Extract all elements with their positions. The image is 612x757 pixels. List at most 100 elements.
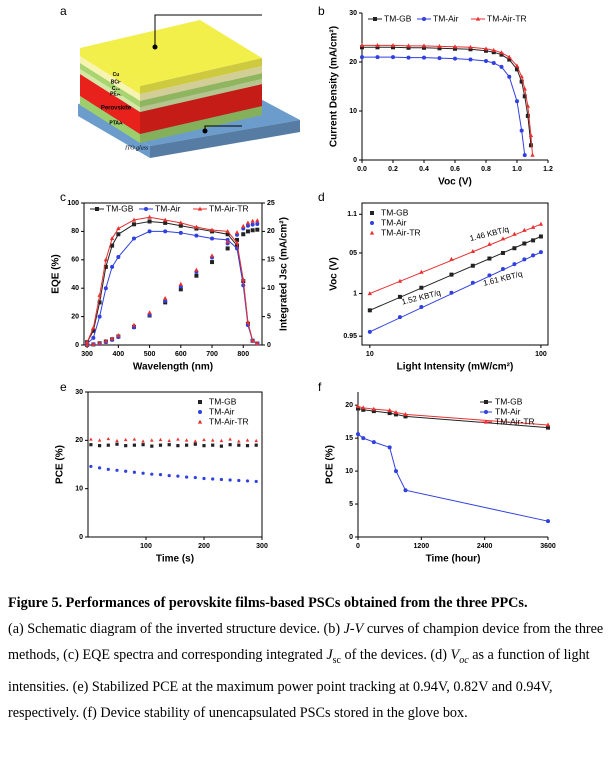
marker <box>184 438 189 442</box>
y-tick-label: 0.95 <box>343 333 357 340</box>
legend-label: TM-GB <box>381 207 409 217</box>
marker <box>97 300 102 305</box>
marker <box>421 43 427 48</box>
y-tick-label: 1 <box>353 290 357 297</box>
layer-shade <box>150 120 300 158</box>
marker <box>193 442 197 446</box>
x-axis-label: Wavelength (nm) <box>133 362 213 373</box>
x-tick-label: 1.0 <box>512 166 522 173</box>
marker <box>483 46 489 51</box>
x-tick-label: 3600 <box>540 543 556 550</box>
marker <box>210 260 215 265</box>
layer-label: Perovskite <box>101 105 132 111</box>
marker <box>468 44 473 49</box>
y-tick-label: 30 <box>75 389 83 396</box>
layer-label: Cu <box>113 72 120 78</box>
y-tick-label: 15 <box>345 435 353 442</box>
marker <box>546 519 550 524</box>
fit-label: 1.61 KBT/q <box>482 269 523 287</box>
legend-marker <box>198 400 202 404</box>
marker <box>255 227 260 232</box>
marker <box>211 477 215 481</box>
marker <box>491 50 496 55</box>
marker <box>391 45 395 50</box>
legend-marker <box>198 410 202 414</box>
y-tick-label: 100 <box>67 200 79 207</box>
marker <box>103 338 109 343</box>
marker <box>116 254 121 259</box>
marker <box>406 45 411 50</box>
marker <box>254 479 258 484</box>
marker <box>176 444 180 448</box>
y2-tick-label: 20 <box>267 228 275 235</box>
plot-frame <box>361 202 549 346</box>
series-line <box>357 433 549 522</box>
marker <box>387 445 392 450</box>
marker <box>115 468 119 472</box>
marker <box>245 479 250 483</box>
marker <box>110 264 115 269</box>
marker <box>254 443 258 447</box>
marker <box>394 412 398 417</box>
marker <box>162 296 168 301</box>
y2-tick-label: 15 <box>267 257 275 264</box>
y-tick-label: 05 <box>349 250 357 257</box>
marker <box>422 55 426 60</box>
y-tick-label: 10 <box>345 468 353 475</box>
marker <box>245 444 250 448</box>
layer-face <box>140 106 262 143</box>
marker <box>115 438 119 443</box>
marker <box>98 466 102 470</box>
marker <box>97 314 102 319</box>
marker <box>209 253 215 258</box>
layer-face <box>140 84 262 134</box>
marker <box>89 464 93 469</box>
layer-label: PEAI <box>110 92 122 98</box>
y-axis-label: Voc (V) <box>329 257 340 291</box>
marker <box>225 239 230 244</box>
layer-face <box>80 56 140 101</box>
panel-label: c <box>60 190 66 204</box>
layer-shade <box>140 84 262 134</box>
marker <box>211 443 215 447</box>
marker <box>131 217 137 222</box>
marker <box>371 406 377 411</box>
marker <box>468 57 473 62</box>
marker <box>406 43 411 48</box>
legend-marker <box>475 16 481 21</box>
marker <box>255 341 260 346</box>
marker <box>514 63 520 68</box>
layer-face <box>78 104 150 158</box>
marker <box>124 469 128 473</box>
marker <box>235 237 240 242</box>
marker <box>228 437 232 441</box>
layer-top <box>80 20 262 86</box>
legend-label: TM-Air-TR <box>209 203 249 213</box>
marker <box>176 437 180 441</box>
layer-label: BCP <box>111 80 122 86</box>
x-tick-label: 0 <box>356 543 360 550</box>
panel-label: d <box>318 190 325 204</box>
marker <box>356 432 360 437</box>
x-tick-label: 1.2 <box>543 166 553 173</box>
layer-face <box>140 58 262 94</box>
marker <box>103 264 108 269</box>
marker <box>115 442 119 446</box>
marker <box>97 438 102 442</box>
marker <box>250 218 255 223</box>
marker <box>360 55 364 60</box>
marker <box>219 438 224 443</box>
x-axis-label: Time (hour) <box>426 554 481 565</box>
legend-label: TM-Air-TR <box>381 227 421 237</box>
marker <box>234 240 240 245</box>
legend-label: TM-Air <box>381 217 407 227</box>
marker <box>519 79 524 84</box>
y-tick-label: 20 <box>71 313 79 320</box>
x-tick-label: 0.8 <box>481 166 491 173</box>
marker <box>375 42 380 47</box>
x-tick-label: 800 <box>237 351 249 358</box>
legend-marker <box>197 206 203 211</box>
marker <box>237 443 241 447</box>
y-tick-label: 0 <box>353 157 357 164</box>
marker <box>131 322 137 327</box>
